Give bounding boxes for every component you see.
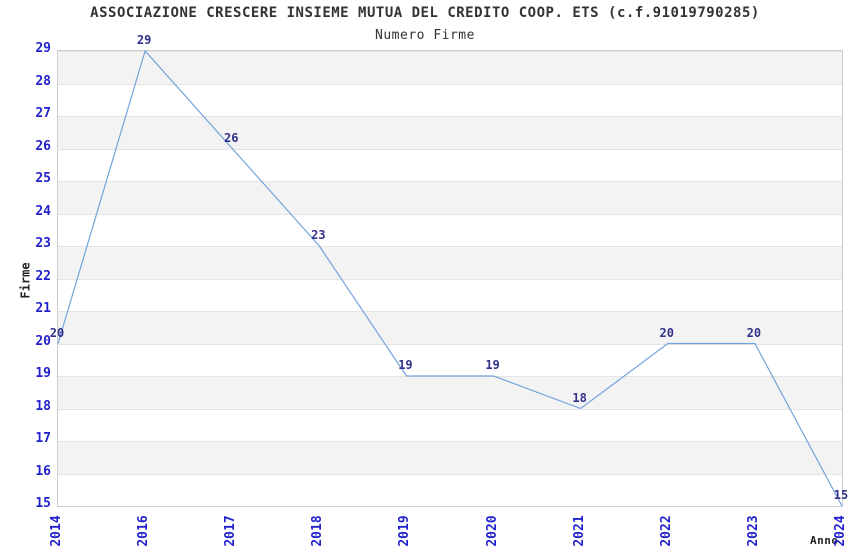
grid-band <box>58 343 842 376</box>
x-tick-label: 2024 <box>833 515 848 547</box>
data-point-label: 18 <box>572 390 587 405</box>
x-tick-label: 2019 <box>397 515 413 547</box>
x-tick-label: 2014 <box>49 515 64 547</box>
y-tick-label: 22 <box>35 268 51 284</box>
chart-subtitle: Numero Firme <box>375 28 475 43</box>
data-point-label: 20 <box>49 325 65 340</box>
line-path <box>57 49 843 507</box>
y-tick-label: 18 <box>35 398 51 414</box>
y-tick-label: 19 <box>35 366 51 381</box>
grid-band <box>58 278 842 311</box>
grid-band <box>58 246 842 279</box>
grid-band <box>58 116 842 149</box>
grid-band <box>58 376 842 409</box>
x-tick-label: 2020 <box>484 515 500 547</box>
data-point-label: 19 <box>485 358 500 372</box>
data-point-label: 23 <box>311 228 326 242</box>
data-point-label: 29 <box>136 33 152 47</box>
grid-band <box>58 213 842 246</box>
grid-band <box>58 51 842 84</box>
x-tick-label: 2016 <box>136 515 152 547</box>
grid-band <box>58 148 842 181</box>
data-point-label: 20 <box>746 325 762 340</box>
data-point-label: 20 <box>659 325 674 340</box>
x-tick-label: 2022 <box>658 515 674 547</box>
y-tick-label: 26 <box>35 138 51 154</box>
y-tick-label: 23 <box>35 236 51 251</box>
plot-area <box>57 49 843 507</box>
x-tick-label: 2021 <box>571 515 587 547</box>
grid-band <box>58 441 842 474</box>
x-tick-label: 2023 <box>745 515 761 547</box>
y-tick-label: 21 <box>35 301 51 316</box>
x-tick-label: 2018 <box>310 515 326 547</box>
y-tick-label: 24 <box>35 203 51 219</box>
y-tick-label: 27 <box>35 106 51 121</box>
grid-band <box>58 473 842 506</box>
y-tick-label: 15 <box>35 496 51 511</box>
grid-band <box>58 311 842 344</box>
y-tick-label: 25 <box>35 171 51 186</box>
data-point-label: 19 <box>398 358 413 372</box>
y-tick-label: 28 <box>35 73 51 89</box>
line-series <box>57 49 843 507</box>
grid-band <box>58 181 842 214</box>
y-tick-label: 20 <box>35 333 51 349</box>
grid-band <box>58 408 842 441</box>
y-tick-label: 16 <box>35 463 51 479</box>
data-point-label: 15 <box>833 488 849 502</box>
y-tick-label: 17 <box>35 431 51 446</box>
y-tick-label: 29 <box>35 41 51 56</box>
data-point-label: 26 <box>223 130 239 145</box>
x-axis-label: Anno <box>810 534 839 547</box>
x-tick-label: 2017 <box>223 515 239 547</box>
chart-title: ASSOCIAZIONE CRESCERE INSIEME MUTUA DEL … <box>90 5 760 21</box>
